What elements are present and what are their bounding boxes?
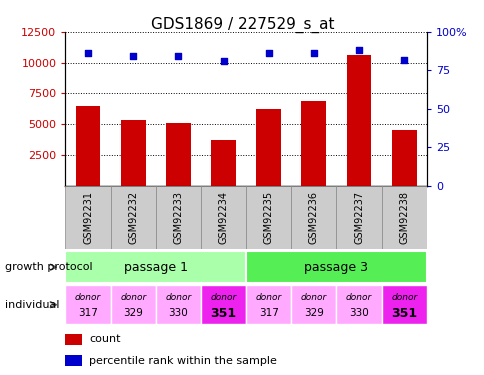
Bar	[110, 285, 155, 324]
Bar	[200, 285, 245, 324]
Bar	[301, 101, 326, 186]
Point	[399, 57, 407, 63]
Text: passage 3: passage 3	[304, 261, 368, 274]
Bar	[346, 55, 371, 186]
Bar	[155, 186, 200, 249]
Text: 329: 329	[123, 308, 143, 318]
Point	[174, 54, 182, 60]
Bar	[381, 285, 426, 324]
Bar	[256, 110, 281, 186]
Text: GSM92233: GSM92233	[173, 191, 183, 244]
Point	[309, 50, 317, 56]
Text: 330: 330	[168, 308, 188, 318]
Text: 351: 351	[210, 307, 236, 320]
Point	[84, 50, 92, 56]
Text: donor: donor	[75, 293, 101, 302]
Bar	[211, 140, 236, 186]
Text: GSM92238: GSM92238	[398, 191, 408, 244]
Bar	[65, 186, 110, 249]
Text: passage 1: passage 1	[123, 261, 187, 274]
Text: GSM92234: GSM92234	[218, 191, 228, 244]
Bar	[336, 285, 381, 324]
Text: donor: donor	[255, 293, 281, 302]
Bar	[65, 334, 82, 345]
Text: count: count	[89, 334, 120, 344]
Bar	[166, 123, 190, 186]
Point	[264, 50, 272, 56]
Bar	[291, 186, 336, 249]
Text: 329: 329	[303, 308, 323, 318]
Text: GSM92237: GSM92237	[353, 191, 363, 244]
Bar	[336, 186, 381, 249]
Bar	[245, 285, 291, 324]
Bar	[245, 251, 426, 283]
Bar	[155, 285, 200, 324]
Text: GSM92232: GSM92232	[128, 191, 138, 244]
Text: donor: donor	[300, 293, 326, 302]
Bar	[65, 355, 82, 366]
Text: GDS1869 / 227529_s_at: GDS1869 / 227529_s_at	[151, 17, 333, 33]
Text: donor: donor	[210, 293, 236, 302]
Bar	[381, 186, 426, 249]
Text: individual: individual	[5, 300, 59, 310]
Point	[129, 54, 137, 60]
Bar	[200, 186, 245, 249]
Text: GSM92235: GSM92235	[263, 191, 273, 244]
Bar	[110, 186, 155, 249]
Text: 351: 351	[391, 307, 416, 320]
Bar	[291, 285, 336, 324]
Text: growth protocol: growth protocol	[5, 262, 92, 272]
Bar	[76, 106, 100, 186]
Bar	[121, 120, 145, 186]
Text: donor: donor	[345, 293, 371, 302]
Bar	[391, 130, 416, 186]
Bar	[245, 186, 291, 249]
Text: GSM92236: GSM92236	[308, 191, 318, 244]
Point	[354, 47, 362, 53]
Text: 317: 317	[258, 308, 278, 318]
Text: 317: 317	[78, 308, 98, 318]
Text: donor: donor	[390, 293, 416, 302]
Bar	[65, 251, 245, 283]
Text: percentile rank within the sample: percentile rank within the sample	[89, 356, 276, 366]
Text: GSM92231: GSM92231	[83, 191, 93, 244]
Text: donor: donor	[120, 293, 146, 302]
Text: donor: donor	[165, 293, 191, 302]
Text: 330: 330	[348, 308, 368, 318]
Point	[219, 58, 227, 64]
Bar	[65, 285, 110, 324]
